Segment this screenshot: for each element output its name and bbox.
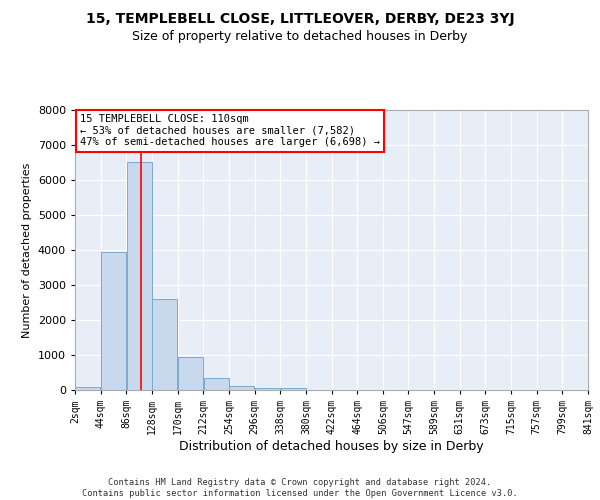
Text: Contains HM Land Registry data © Crown copyright and database right 2024.
Contai: Contains HM Land Registry data © Crown c… [82, 478, 518, 498]
X-axis label: Distribution of detached houses by size in Derby: Distribution of detached houses by size … [179, 440, 484, 453]
Bar [101, 252, 126, 390]
Bar [178, 357, 203, 390]
Bar [281, 388, 306, 390]
Y-axis label: Number of detached properties: Number of detached properties [22, 162, 32, 338]
Text: Size of property relative to detached houses in Derby: Size of property relative to detached ho… [133, 30, 467, 43]
Text: 15, TEMPLEBELL CLOSE, LITTLEOVER, DERBY, DE23 3YJ: 15, TEMPLEBELL CLOSE, LITTLEOVER, DERBY,… [86, 12, 514, 26]
Bar [204, 378, 229, 390]
Bar [127, 162, 152, 390]
Bar [152, 299, 178, 390]
Bar [255, 388, 280, 390]
Bar [76, 388, 100, 390]
Text: 15 TEMPLEBELL CLOSE: 110sqm
← 53% of detached houses are smaller (7,582)
47% of : 15 TEMPLEBELL CLOSE: 110sqm ← 53% of det… [80, 114, 380, 148]
Bar [229, 386, 254, 390]
